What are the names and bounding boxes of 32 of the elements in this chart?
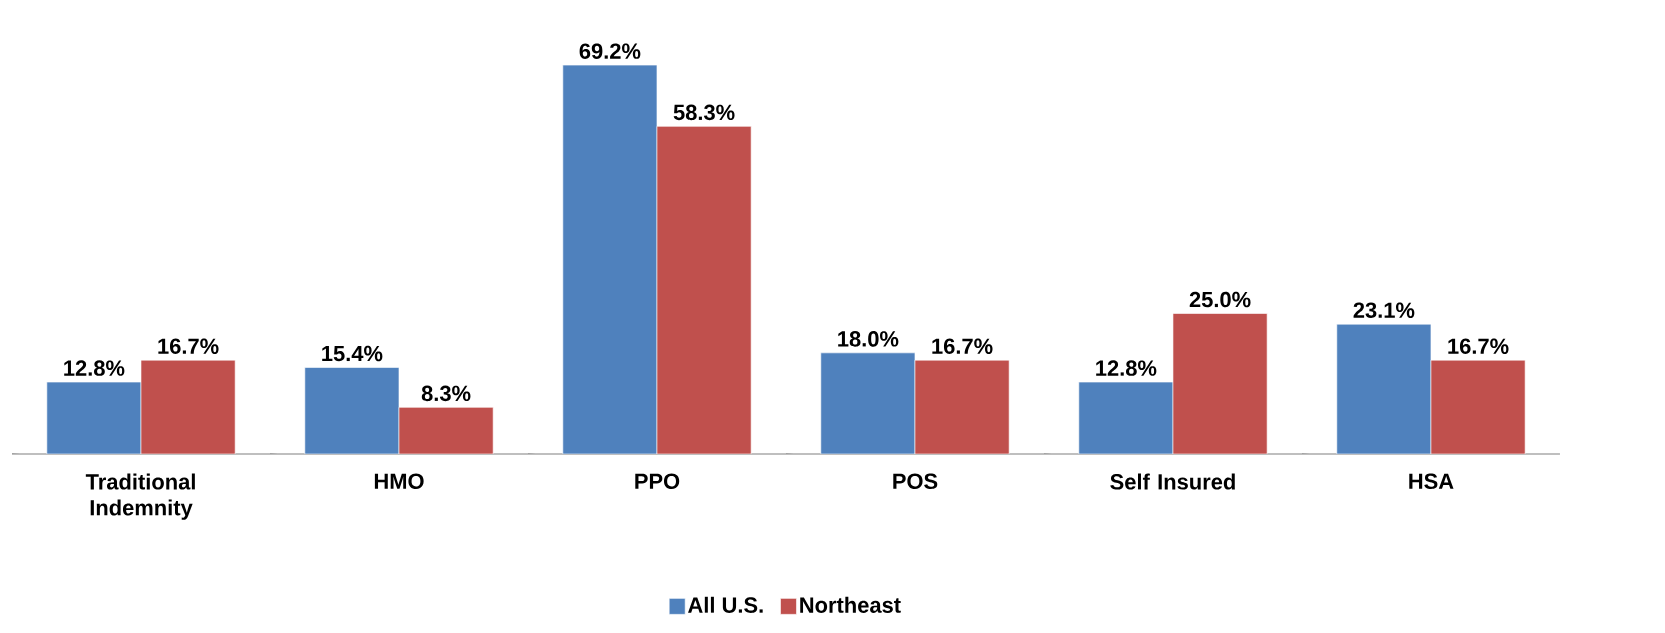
data-label: 58.3% (673, 104, 735, 121)
bar (562, 64, 658, 454)
data-label: 16.7% (158, 338, 219, 354)
x-tick-label: Traditional Indemnity (85, 473, 195, 520)
data-label: 15.4% (322, 345, 383, 362)
x-tick-label: PPO (635, 473, 680, 490)
x-tick-label: Self Insured (1110, 473, 1235, 490)
x-tick-label: HSA (1409, 473, 1454, 490)
data-label: 25.0% (1189, 291, 1251, 308)
bar (398, 407, 494, 454)
data-label: 12.8% (1096, 360, 1157, 376)
bar (304, 367, 400, 454)
bar (1172, 313, 1268, 454)
data-label: 69.2% (579, 43, 641, 59)
bar (1336, 323, 1432, 454)
bar (656, 126, 752, 454)
legend-label: Northeast (800, 596, 901, 613)
data-label: 8.3% (421, 385, 471, 402)
bar (1430, 359, 1526, 454)
bar (46, 381, 142, 454)
data-label: 23.1% (1353, 302, 1415, 318)
data-label: 16.7% (1448, 338, 1509, 354)
bar (1078, 381, 1174, 454)
x-tick-label: POS (893, 473, 938, 490)
bar (914, 359, 1010, 454)
data-label: 18.0% (838, 331, 899, 347)
legend-label: All U.S. (688, 596, 763, 613)
x-tick-label: HMO (374, 473, 424, 490)
data-label: 12.8% (64, 360, 125, 376)
data-label: 16.7% (932, 338, 993, 354)
bar (820, 352, 916, 454)
bar (140, 359, 236, 454)
